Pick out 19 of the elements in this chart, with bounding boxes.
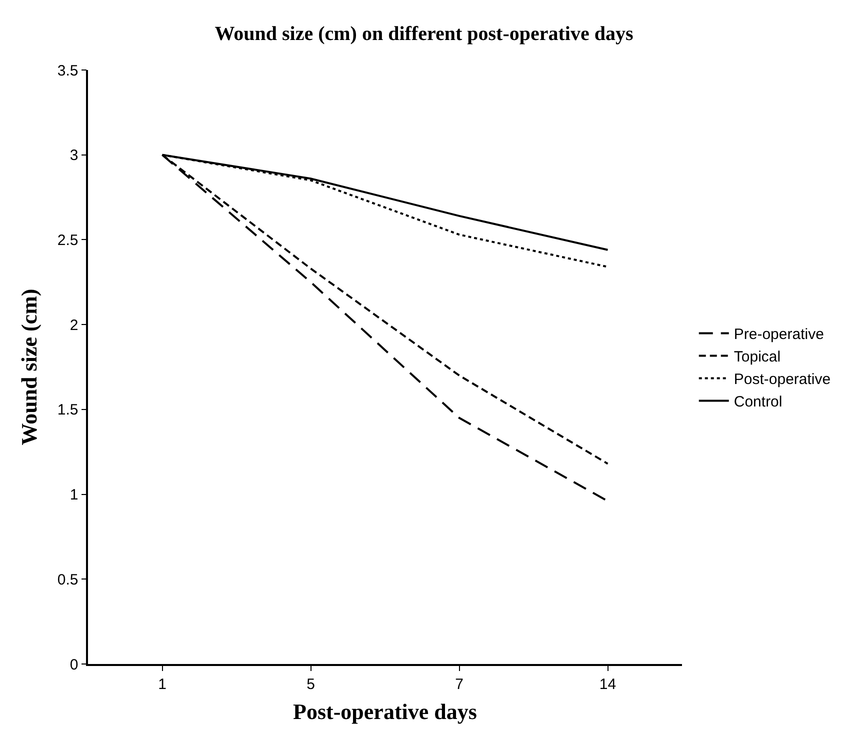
x-tick-label: 1 — [158, 676, 166, 693]
x-tick-label: 5 — [306, 676, 315, 693]
y-tick-label: 2 — [70, 316, 78, 334]
x-tick-label: 14 — [599, 676, 616, 693]
legend-label: Control — [734, 394, 782, 411]
legend-label: Pre-operative — [734, 326, 824, 344]
y-tick-label: 0.5 — [57, 571, 78, 588]
y-tick-label: 0 — [70, 656, 78, 674]
y-axis-title: Wound size (cm) — [16, 288, 42, 446]
y-tick-label: 1 — [70, 486, 78, 504]
y-tick-label: 3.5 — [57, 62, 78, 80]
x-tick-label: 7 — [455, 676, 464, 693]
chart-title: Wound size (cm) on different post-operative days — [214, 23, 634, 46]
x-axis-title: Post-operative days — [293, 699, 478, 724]
legend-label: Topical — [734, 348, 781, 366]
y-tick-label: 2.5 — [57, 232, 78, 249]
legend-label: Post-operative — [734, 371, 831, 388]
y-tick-label: 3 — [70, 147, 78, 164]
y-tick-label: 1.5 — [57, 402, 78, 419]
